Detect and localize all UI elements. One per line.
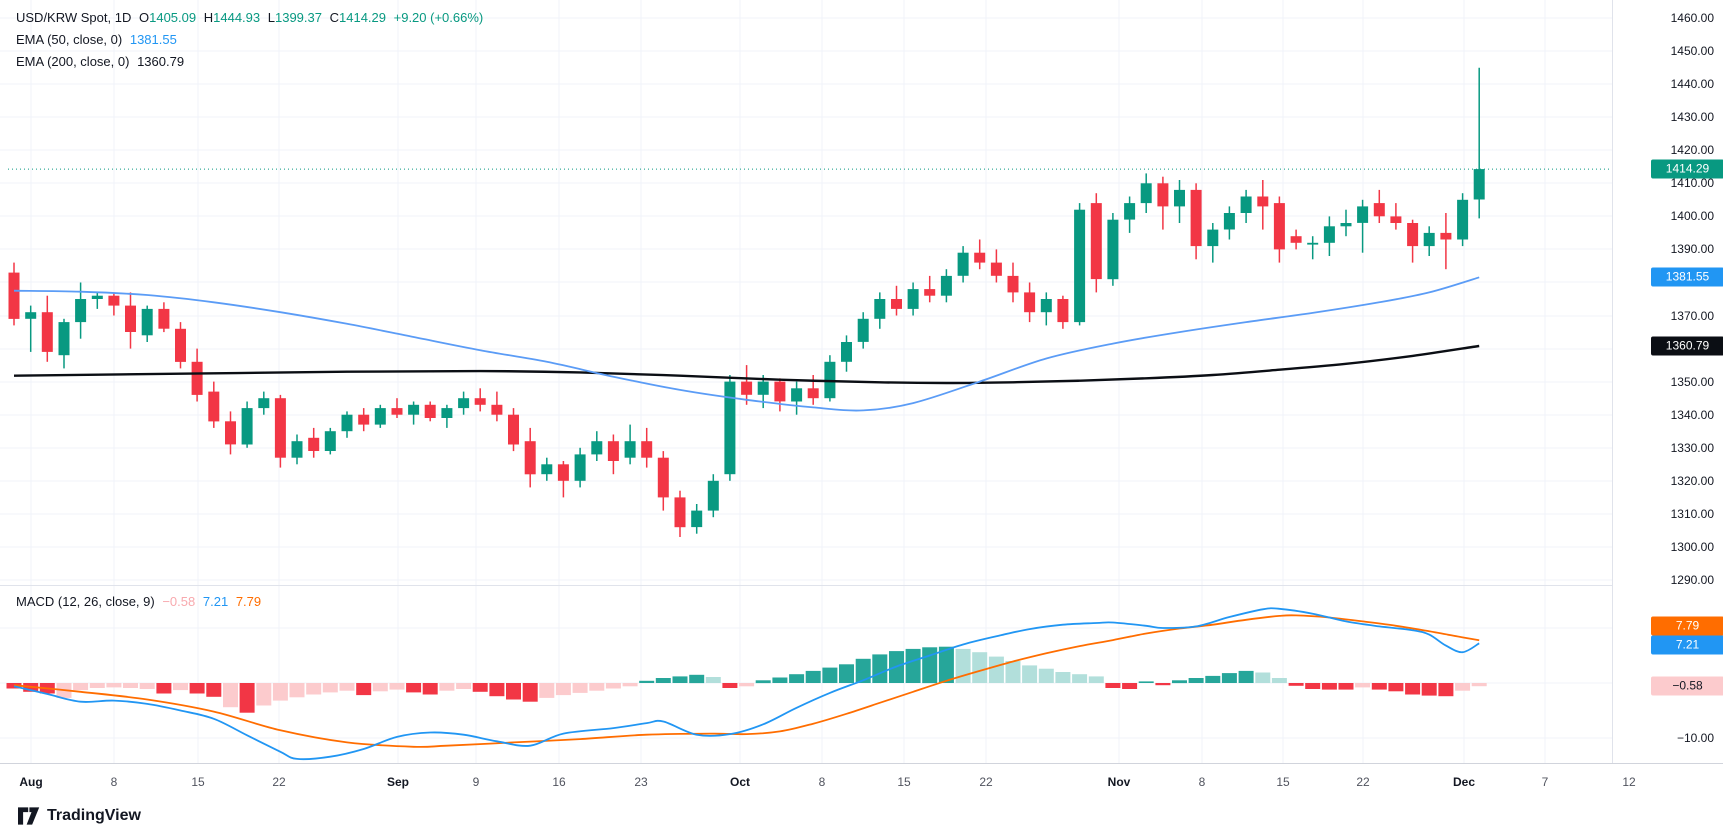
ema50-label: EMA (50, close, 0) [16, 32, 123, 47]
ema200-legend[interactable]: EMA (200, close, 0) 1360.79 [16, 54, 188, 69]
symbol-legend[interactable]: USD/KRW Spot, 1D O1405.09 H1444.93 L1399… [16, 10, 487, 25]
macd-hist-value: −0.58 [162, 594, 196, 609]
open-label: O [138, 10, 150, 25]
macd-histogram [6, 646, 1487, 713]
change-value: +9.20 (+0.66%) [393, 10, 484, 25]
axis-tick-label: 1350.00 [1670, 375, 1714, 389]
macd-line [13, 607, 1480, 761]
time-tick-label: 8 [1198, 775, 1206, 789]
candles [8, 67, 1485, 537]
high-label: H [203, 10, 214, 25]
open-value: 1405.09 [149, 10, 197, 25]
close-label: C [329, 10, 339, 25]
axis-tick-label: 1370.00 [1670, 309, 1714, 323]
symbol-title: USD/KRW Spot, 1D [16, 10, 132, 25]
tradingview-logo[interactable]: TradingView [18, 806, 141, 826]
time-tick-label: Sep [386, 775, 410, 789]
macd-line-value: 7.21 [202, 594, 229, 609]
low-label: L [267, 10, 275, 25]
ema50-price-badge: 1381.55 [1651, 267, 1723, 287]
axis-tick-label: 1300.00 [1670, 540, 1714, 554]
tradingview-logo-icon [18, 807, 40, 825]
time-tick-label: 8 [110, 775, 118, 789]
axis-tick-label: 1410.00 [1670, 176, 1714, 190]
last-price-badge: 1414.29 [1651, 159, 1723, 179]
macd-signal-badge: 7.79 [1651, 616, 1723, 636]
axis-tick-label: 1430.00 [1670, 110, 1714, 124]
time-tick-label: Aug [19, 775, 43, 789]
time-tick-label: 9 [472, 775, 480, 789]
ema50-legend[interactable]: EMA (50, close, 0) 1381.55 [16, 32, 181, 47]
macd-signal-value: 7.79 [235, 594, 262, 609]
macd-line-badge: 7.21 [1651, 635, 1723, 655]
close-value: 1414.29 [339, 10, 386, 25]
axis-tick-label: 1450.00 [1670, 44, 1714, 58]
time-tick-label: 15 [191, 775, 205, 789]
time-tick-label: 22 [1356, 775, 1370, 789]
price-axis[interactable]: 1414.29 1381.55 1360.79 7.79 7.21 −0.58 … [1612, 0, 1723, 763]
low-value: 1399.37 [274, 10, 322, 25]
price-chart-canvas[interactable] [0, 0, 1612, 585]
time-tick-label: 15 [897, 775, 911, 789]
time-tick-label: 22 [979, 775, 993, 789]
time-tick-label: Oct [729, 775, 751, 789]
time-tick-label: 15 [1276, 775, 1290, 789]
time-tick-label: 7 [1541, 775, 1549, 789]
pane-separator[interactable] [0, 585, 1612, 586]
ema200-value: 1360.79 [137, 54, 185, 69]
time-tick-label: 16 [552, 775, 566, 789]
time-tick-label: 12 [1622, 775, 1636, 789]
macd-signal-line [13, 614, 1480, 748]
axis-tick-label: 1310.00 [1670, 507, 1714, 521]
axis-tick-label: −10.00 [1676, 731, 1714, 745]
axis-tick-label: 1420.00 [1670, 143, 1714, 157]
axis-tick-label: 1400.00 [1670, 209, 1714, 223]
time-tick-label: Dec [1452, 775, 1476, 789]
time-tick-label: 22 [272, 775, 286, 789]
axis-tick-label: 1390.00 [1670, 242, 1714, 256]
axis-tick-label: 1460.00 [1670, 11, 1714, 25]
price-grid [0, 0, 1612, 585]
macd-hist-badge: −0.58 [1651, 676, 1723, 696]
macd-chart-canvas[interactable] [0, 585, 1612, 763]
axis-tick-label: 1320.00 [1670, 474, 1714, 488]
high-value: 1444.93 [213, 10, 261, 25]
ema50-value: 1381.55 [129, 32, 177, 47]
ema200-price-badge: 1360.79 [1651, 336, 1723, 356]
macd-legend[interactable]: MACD (12, 26, close, 9) −0.58 7.21 7.79 [16, 594, 265, 609]
ema200-label: EMA (200, close, 0) [16, 54, 130, 69]
time-tick-label: Nov [1107, 775, 1131, 789]
time-tick-label: 23 [634, 775, 648, 789]
axis-tick-label: 1340.00 [1670, 408, 1714, 422]
axis-tick-label: 1290.00 [1670, 573, 1714, 587]
macd-label: MACD (12, 26, close, 9) [16, 594, 155, 609]
axis-tick-label: 1440.00 [1670, 77, 1714, 91]
tradingview-logo-text: TradingView [47, 807, 141, 824]
ema200-line [13, 344, 1480, 385]
ema50-line [13, 276, 1480, 412]
time-tick-label: 8 [818, 775, 826, 789]
axis-tick-label: 1330.00 [1670, 441, 1714, 455]
time-axis[interactable]: Aug 8 15 22 Sep 9 16 23 Oct 8 15 22 Nov 8 15 22 Dec 7 12 [0, 763, 1723, 804]
